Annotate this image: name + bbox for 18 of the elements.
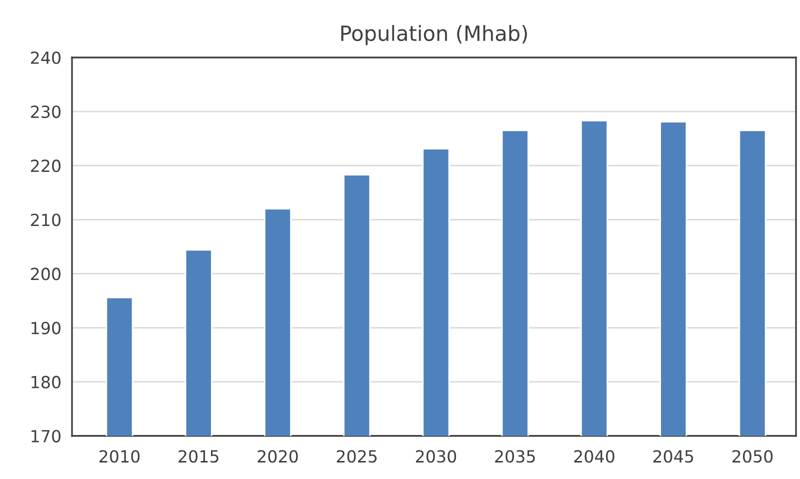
x-tick-label: 2035 (495, 450, 535, 463)
y-tick-label: 170 (32, 430, 60, 442)
x-tick-label: 2045 (653, 450, 694, 463)
y-tick-label: 190 (32, 322, 60, 334)
y-tick-label: 230 (30, 106, 60, 118)
y-tick-label: 220 (30, 160, 60, 172)
x-tick-label: 2050 (732, 450, 773, 463)
y-tick-label: 200 (30, 268, 60, 280)
x-tick-label: 2025 (336, 450, 377, 463)
x-tick-label: 2030 (416, 450, 456, 463)
x-tick-label: 2010 (99, 450, 140, 463)
y-tick-label: 210 (30, 214, 60, 226)
x-tick-label: 2040 (574, 450, 614, 463)
y-tick-label: 240 (30, 51, 60, 64)
x-tick-label: 2015 (178, 450, 218, 463)
y-tick-label: 180 (32, 376, 60, 388)
chart-title: Population (Mhab) (341, 24, 527, 46)
x-tick-label: 2020 (258, 450, 298, 463)
